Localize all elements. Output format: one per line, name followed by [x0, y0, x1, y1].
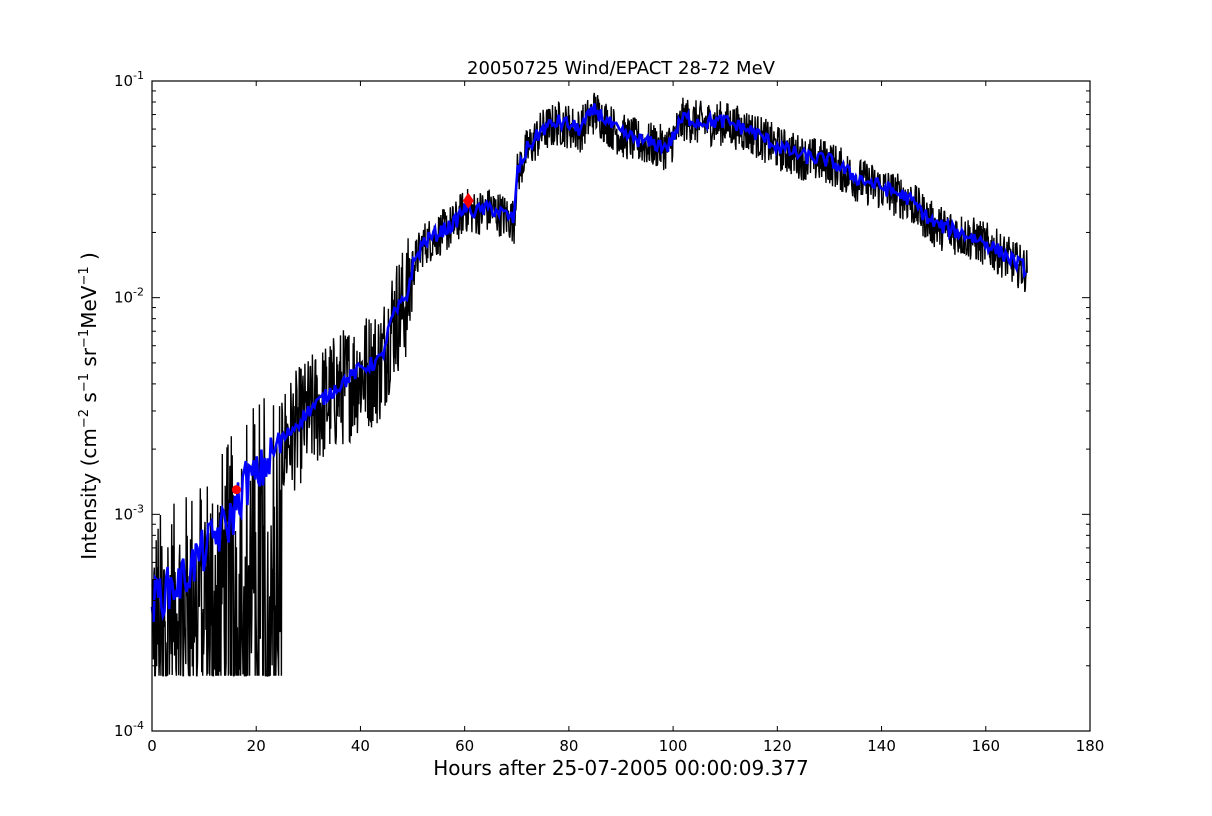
x-axis-label: Hours after 25-07-2005 00:00:09.377: [433, 756, 809, 780]
y-axis: 10-4 10-3 10-2 10-1: [114, 69, 1090, 740]
onset-marker-circle: [231, 485, 241, 495]
y-tick-label: 10-1: [114, 69, 144, 90]
smoothed-intensity-line: [150, 103, 1028, 622]
x-tick-label: 80: [559, 737, 578, 755]
x-tick-label: 160: [971, 737, 1000, 755]
x-tick-label: 40: [351, 737, 370, 755]
x-tick-label: 20: [247, 737, 266, 755]
x-tick-label: 120: [763, 737, 792, 755]
y-tick-label: 10-2: [114, 286, 144, 307]
x-tick-label: 0: [147, 737, 157, 755]
x-axis: 0 20 40 60 80 100 120 140 160 180: [147, 81, 1104, 755]
peak-marker-diamond: [462, 192, 474, 209]
x-tick-label: 60: [455, 737, 474, 755]
chart-title: 20050725 Wind/EPACT 28-72 MeV: [467, 58, 776, 79]
axes-frame: [151, 80, 1091, 732]
y-axis-label: Intensity (cm−2 s−1 sr−1MeV−1 ): [77, 252, 101, 560]
x-tick-label: 180: [1076, 737, 1105, 755]
y-tick-label: 10-4: [114, 719, 144, 740]
x-tick-label: 100: [659, 737, 688, 755]
raw-intensity-line: [151, 92, 1028, 678]
plot-area: [150, 92, 1028, 678]
x-tick-label: 140: [867, 737, 896, 755]
y-tick-label: 10-3: [114, 502, 144, 523]
